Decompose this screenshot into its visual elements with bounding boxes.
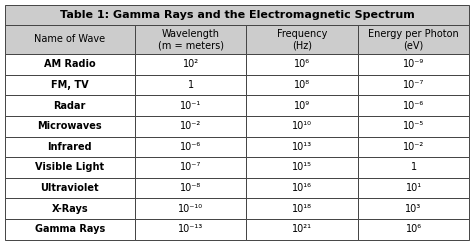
Bar <box>5 157 135 178</box>
Text: 10⁹: 10⁹ <box>294 101 310 111</box>
Bar <box>135 25 246 54</box>
Bar <box>246 95 358 116</box>
Text: 10³: 10³ <box>405 204 422 214</box>
Bar <box>135 116 246 136</box>
Text: 10⁸: 10⁸ <box>294 80 310 90</box>
Text: 10⁶: 10⁶ <box>405 224 421 234</box>
Bar <box>246 25 358 54</box>
Bar <box>5 136 135 157</box>
Bar <box>246 157 358 178</box>
Text: Infrared: Infrared <box>47 142 92 152</box>
Text: 10⁻⁶: 10⁻⁶ <box>403 101 424 111</box>
Text: Radar: Radar <box>54 101 86 111</box>
Text: 10⁶: 10⁶ <box>294 60 310 69</box>
Bar <box>5 95 135 116</box>
Text: 10⁻⁷: 10⁻⁷ <box>403 80 424 90</box>
Text: Table 1: Gamma Rays and the Electromagnetic Spectrum: Table 1: Gamma Rays and the Electromagne… <box>60 10 414 20</box>
Text: Frequency
(Hz): Frequency (Hz) <box>277 29 327 50</box>
Bar <box>358 136 469 157</box>
Bar <box>358 25 469 54</box>
Bar <box>358 178 469 198</box>
Bar <box>358 116 469 136</box>
Bar <box>246 54 358 75</box>
Text: 10¹³: 10¹³ <box>292 142 312 152</box>
Bar <box>246 136 358 157</box>
Text: 10⁻⁵: 10⁻⁵ <box>403 121 424 131</box>
Bar <box>358 95 469 116</box>
Bar <box>135 54 246 75</box>
Text: AM Radio: AM Radio <box>44 60 96 69</box>
Bar <box>246 198 358 219</box>
Bar <box>135 75 246 95</box>
Bar <box>246 116 358 136</box>
Text: 10¹⁰: 10¹⁰ <box>292 121 312 131</box>
Bar <box>135 178 246 198</box>
Text: Ultraviolet: Ultraviolet <box>40 183 99 193</box>
Text: 1: 1 <box>410 162 417 173</box>
Text: Microwaves: Microwaves <box>37 121 102 131</box>
Text: 10⁻²: 10⁻² <box>403 142 424 152</box>
Bar <box>5 54 135 75</box>
Text: 10¹⁶: 10¹⁶ <box>292 183 312 193</box>
Bar <box>358 75 469 95</box>
Bar <box>246 219 358 240</box>
Text: FM, TV: FM, TV <box>51 80 89 90</box>
Bar <box>246 75 358 95</box>
Bar <box>5 198 135 219</box>
Text: 10⁻¹: 10⁻¹ <box>180 101 201 111</box>
Text: 10¹: 10¹ <box>405 183 421 193</box>
Bar <box>5 5 469 25</box>
Bar <box>5 178 135 198</box>
Bar <box>5 219 135 240</box>
Text: 10⁻⁷: 10⁻⁷ <box>180 162 201 173</box>
Text: Wavelength
(m = meters): Wavelength (m = meters) <box>157 29 224 50</box>
Bar <box>135 198 246 219</box>
Text: 10⁻¹⁰: 10⁻¹⁰ <box>178 204 203 214</box>
Text: 10⁻⁶: 10⁻⁶ <box>180 142 201 152</box>
Bar <box>135 219 246 240</box>
Text: Name of Wave: Name of Wave <box>34 34 105 45</box>
Text: 10⁻⁹: 10⁻⁹ <box>403 60 424 69</box>
Text: Gamma Rays: Gamma Rays <box>35 224 105 234</box>
Bar <box>5 75 135 95</box>
Text: 10¹⁵: 10¹⁵ <box>292 162 312 173</box>
Bar <box>135 95 246 116</box>
Text: 10²¹: 10²¹ <box>292 224 312 234</box>
Text: 10²: 10² <box>182 60 199 69</box>
Bar <box>135 157 246 178</box>
Bar <box>358 198 469 219</box>
Text: Energy per Photon
(eV): Energy per Photon (eV) <box>368 29 459 50</box>
Bar <box>358 157 469 178</box>
Text: 10⁻¹³: 10⁻¹³ <box>178 224 203 234</box>
Text: 10¹⁸: 10¹⁸ <box>292 204 312 214</box>
Bar <box>358 54 469 75</box>
Text: Visible Light: Visible Light <box>35 162 104 173</box>
Bar <box>135 136 246 157</box>
Bar <box>5 25 135 54</box>
Text: 10⁻⁸: 10⁻⁸ <box>180 183 201 193</box>
Bar <box>246 178 358 198</box>
Bar <box>358 219 469 240</box>
Text: 10⁻²: 10⁻² <box>180 121 201 131</box>
Text: X-Rays: X-Rays <box>52 204 88 214</box>
Bar <box>5 116 135 136</box>
Text: 1: 1 <box>188 80 193 90</box>
